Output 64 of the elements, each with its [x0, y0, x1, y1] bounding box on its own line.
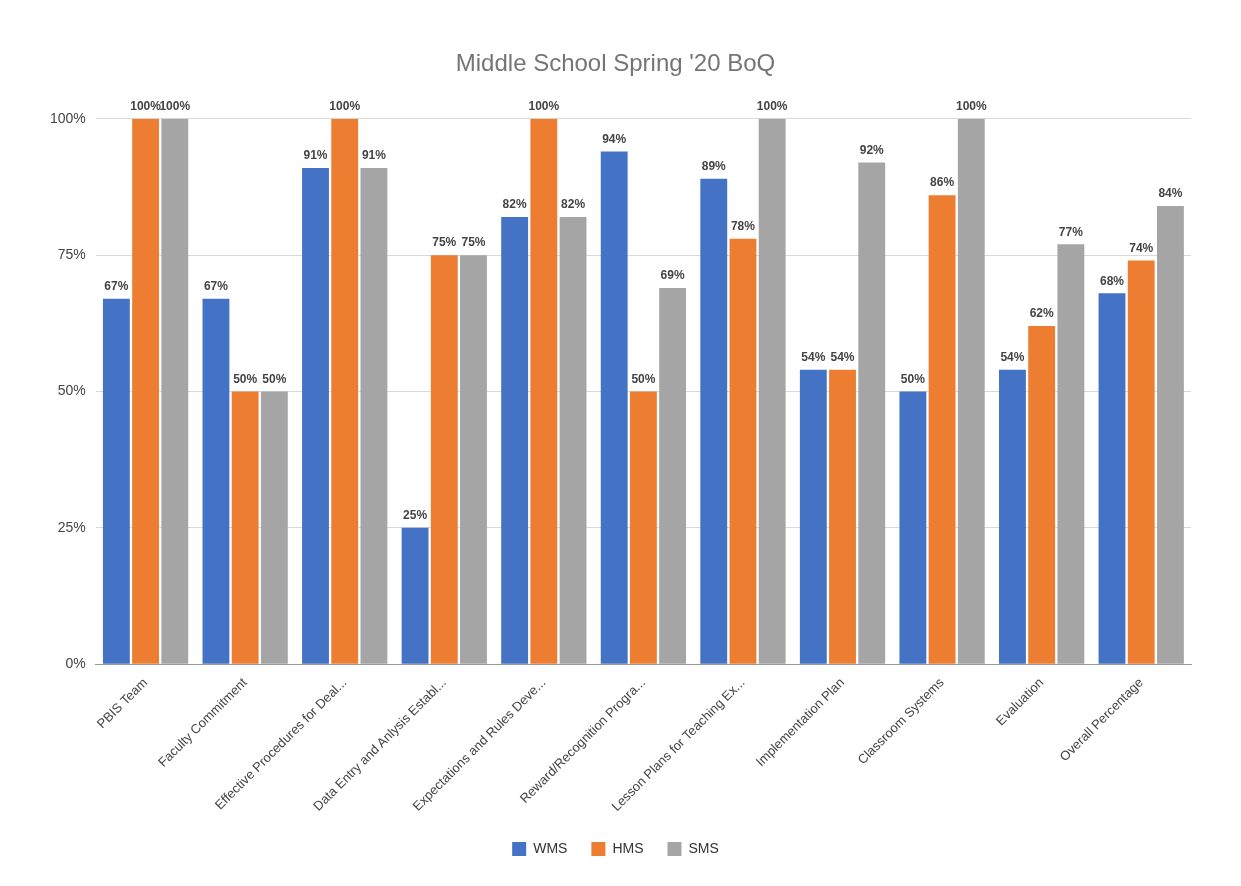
data-label: 74% — [1129, 240, 1154, 255]
data-label: 82% — [561, 197, 586, 212]
legend-label: HMS — [612, 839, 644, 856]
data-label: 100% — [528, 99, 560, 114]
data-label: 75% — [432, 235, 457, 250]
bar — [530, 118, 558, 664]
data-label: 77% — [1058, 224, 1084, 239]
y-tick-label: 25% — [57, 518, 86, 535]
y-tick-label: 0% — [65, 655, 86, 672]
data-label: 68% — [1100, 273, 1125, 288]
data-label: 50% — [233, 371, 258, 386]
y-tick-label: 75% — [57, 246, 86, 263]
bar — [401, 527, 429, 664]
data-label: 54% — [1000, 350, 1025, 364]
data-label: 94% — [602, 131, 627, 146]
data-label: 75% — [461, 235, 486, 250]
bar — [132, 118, 160, 664]
bar — [899, 391, 927, 664]
data-label: 91% — [361, 148, 387, 163]
bar — [1028, 326, 1056, 664]
data-label: 91% — [303, 148, 328, 163]
data-label: 100% — [955, 99, 987, 114]
data-label: 50% — [631, 371, 656, 386]
data-label: 100% — [329, 99, 361, 114]
data-label: 100% — [130, 99, 162, 114]
data-label: 67% — [104, 279, 129, 294]
data-label: 50% — [262, 371, 287, 386]
bar — [1127, 260, 1155, 664]
bar — [700, 178, 728, 664]
legend-label: WMS — [533, 839, 568, 856]
bar — [1098, 293, 1126, 664]
y-tick-label: 50% — [57, 382, 86, 399]
bar — [202, 298, 230, 664]
data-label: 69% — [660, 268, 685, 283]
data-label: 92% — [859, 142, 885, 157]
data-label: 86% — [930, 175, 955, 190]
data-label: 82% — [502, 197, 527, 212]
bar — [501, 216, 529, 664]
data-label: 50% — [900, 371, 926, 386]
bar — [829, 369, 856, 664]
data-label: 54% — [830, 350, 855, 364]
data-label: 78% — [730, 219, 756, 234]
data-label: 89% — [701, 159, 727, 174]
data-label: 25% — [403, 508, 428, 523]
data-label: 100% — [159, 99, 191, 114]
chart-title: Middle School Spring '20 BoQ — [455, 49, 776, 77]
data-label: 84% — [1158, 186, 1183, 201]
bar — [600, 151, 628, 664]
bar — [928, 195, 956, 664]
y-tick-label: 100% — [49, 109, 86, 126]
bar — [799, 369, 827, 664]
legend-label: SMS — [688, 839, 719, 856]
data-label: 67% — [203, 279, 229, 294]
data-label: 54% — [801, 350, 826, 364]
bar — [999, 369, 1026, 664]
bar — [729, 238, 757, 664]
bar — [302, 167, 329, 664]
data-label: 62% — [1029, 306, 1054, 321]
data-label: 100% — [756, 99, 788, 114]
bar — [430, 255, 458, 664]
bar — [331, 118, 359, 664]
bar — [102, 298, 130, 664]
bar — [629, 391, 657, 664]
bar — [231, 391, 259, 664]
